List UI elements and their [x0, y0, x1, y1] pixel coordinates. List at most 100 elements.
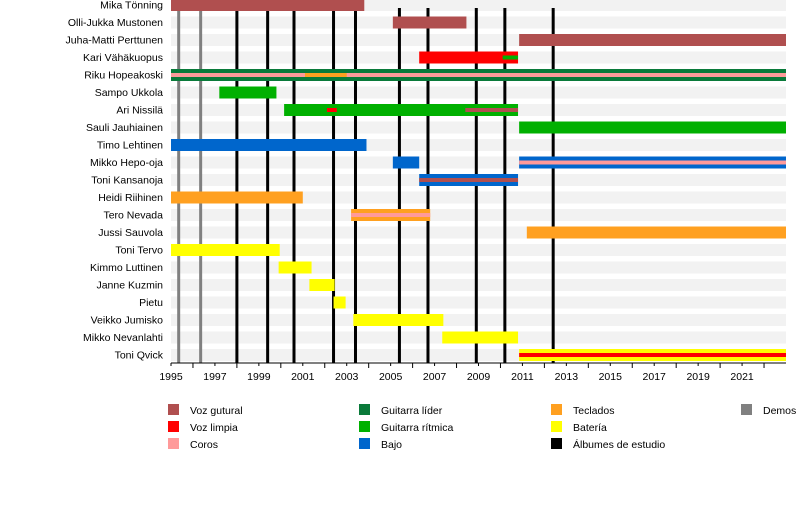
bar-voz-gutural: [171, 0, 365, 11]
bar-teclados: [171, 191, 303, 204]
bar-voz-gutural: [419, 178, 519, 182]
member-label: Sauli Jauhiainen: [86, 122, 163, 134]
bar-guitarra-ritmica: [519, 121, 786, 134]
x-tick-label: 2005: [379, 371, 403, 383]
row-stripe: [171, 86, 786, 99]
row-stripe: [171, 191, 786, 204]
legend-label-teclados: Teclados: [573, 405, 614, 417]
album-line: [266, 8, 270, 363]
legend-swatch-teclados: [551, 404, 562, 415]
member-label: Mika Tönning: [100, 0, 163, 12]
x-tick-label: 1999: [247, 371, 271, 383]
bar-bajo: [171, 139, 367, 151]
bar-coros: [351, 213, 431, 217]
legend-swatch-voz-limpia: [168, 421, 179, 432]
legend-swatch-demos: [741, 404, 752, 415]
bar-guitarra-ritmica: [219, 86, 277, 99]
legend-label-bajo: Bajo: [381, 439, 402, 451]
bar-voz-limpia: [519, 353, 786, 357]
bar-voz-limpia: [326, 108, 337, 112]
member-label: Mikko Hepo-oja: [90, 157, 163, 169]
x-tick-label: 2017: [643, 371, 667, 383]
member-label: Veikko Jumisko: [91, 315, 164, 327]
x-tick-label: 2009: [467, 371, 491, 383]
bar-coros: [519, 160, 786, 165]
member-label: Sampo Ukkola: [95, 87, 163, 99]
bar-bateria: [333, 296, 346, 309]
album-line: [397, 8, 401, 363]
member-label: Toni Qvick: [115, 350, 164, 362]
bar-guitarra-ritmica: [284, 104, 519, 116]
row-stripe: [171, 0, 786, 11]
member-label: Jussi Sauvola: [98, 227, 163, 239]
legend-label-albumes: Álbumes de estudio: [573, 438, 665, 451]
member-label: Riku Hopeakoski: [84, 70, 163, 82]
album-line: [354, 8, 357, 363]
legend-swatch-bateria: [551, 421, 562, 432]
legend-swatch-voz-gutural: [168, 404, 179, 415]
row-stripe: [171, 209, 786, 221]
member-label: Toni Kansanoja: [91, 175, 163, 187]
member-label: Mikko Nevanlahti: [83, 332, 163, 344]
legend-label-demos: Demos: [763, 405, 796, 417]
row-stripe: [171, 261, 786, 274]
row-stripe: [171, 16, 786, 29]
legend-swatch-guitarra-ritmica: [359, 421, 370, 432]
bar-bateria: [309, 279, 335, 291]
x-tick-label: 1997: [203, 371, 227, 383]
legend-label-coros: Coros: [190, 439, 218, 451]
x-tick-label: 2011: [511, 371, 534, 383]
row-stripe: [171, 314, 786, 326]
legend-label-bateria: Batería: [573, 422, 607, 434]
x-tick-label: 2015: [599, 371, 623, 383]
legend-label-voz-gutural: Voz gutural: [190, 405, 243, 417]
member-label: Kimmo Luttinen: [90, 262, 163, 274]
member-label: Ari Nissilä: [116, 105, 163, 117]
album-line: [292, 8, 296, 363]
bar-bateria: [442, 331, 519, 344]
x-tick-label: 2007: [423, 371, 447, 383]
row-stripe: [171, 279, 786, 291]
x-tick-label: 1995: [159, 371, 183, 383]
legend-swatch-coros: [168, 438, 179, 449]
demo-line: [177, 0, 181, 363]
member-label: Janne Kuzmin: [96, 280, 163, 292]
bar-voz-gutural: [519, 34, 786, 46]
member-label: Kari Vähäkuopus: [83, 52, 163, 64]
x-tick-label: 2013: [555, 371, 579, 383]
album-line: [235, 8, 239, 363]
legend-label-guitarra-ritmica: Guitarra rítmica: [381, 422, 454, 434]
album-line: [551, 8, 555, 363]
bar-bateria: [353, 314, 444, 326]
member-label: Toni Tervo: [115, 245, 163, 257]
x-tick-label: 2021: [730, 371, 754, 383]
member-label: Juha-Matti Perttunen: [66, 35, 164, 47]
member-label: Olli-Jukka Mustonen: [68, 17, 163, 29]
member-label: Pietu: [139, 297, 163, 309]
legend-swatch-guitarra-lider: [359, 404, 370, 415]
bar-bateria: [278, 261, 312, 274]
x-tick-label: 2019: [686, 371, 710, 383]
demo-line: [199, 0, 203, 363]
bar-guitarra-ritmica: [502, 55, 519, 60]
bar-teclados: [526, 226, 786, 239]
bar-voz-gutural: [392, 16, 467, 29]
legend-label-guitarra-lider: Guitarra líder: [381, 405, 443, 417]
bar-coros: [171, 73, 786, 77]
bar-bateria: [171, 244, 280, 256]
bar-voz-limpia: [419, 51, 519, 64]
x-tick-label: 2001: [291, 371, 315, 383]
bar-bajo: [392, 156, 420, 169]
bar-voz-gutural: [465, 108, 519, 112]
row-stripe: [171, 244, 786, 256]
album-line: [332, 8, 336, 363]
member-label: Tero Nevada: [103, 210, 163, 222]
legend-label-voz-limpia: Voz limpia: [190, 422, 238, 434]
legend-swatch-bajo: [359, 438, 370, 449]
bar-teclados: [304, 73, 347, 77]
x-tick-label: 2003: [335, 371, 359, 383]
member-label: Timo Lehtinen: [97, 140, 163, 152]
row-stripe: [171, 296, 786, 309]
member-label: Heidi Riihinen: [98, 192, 163, 204]
